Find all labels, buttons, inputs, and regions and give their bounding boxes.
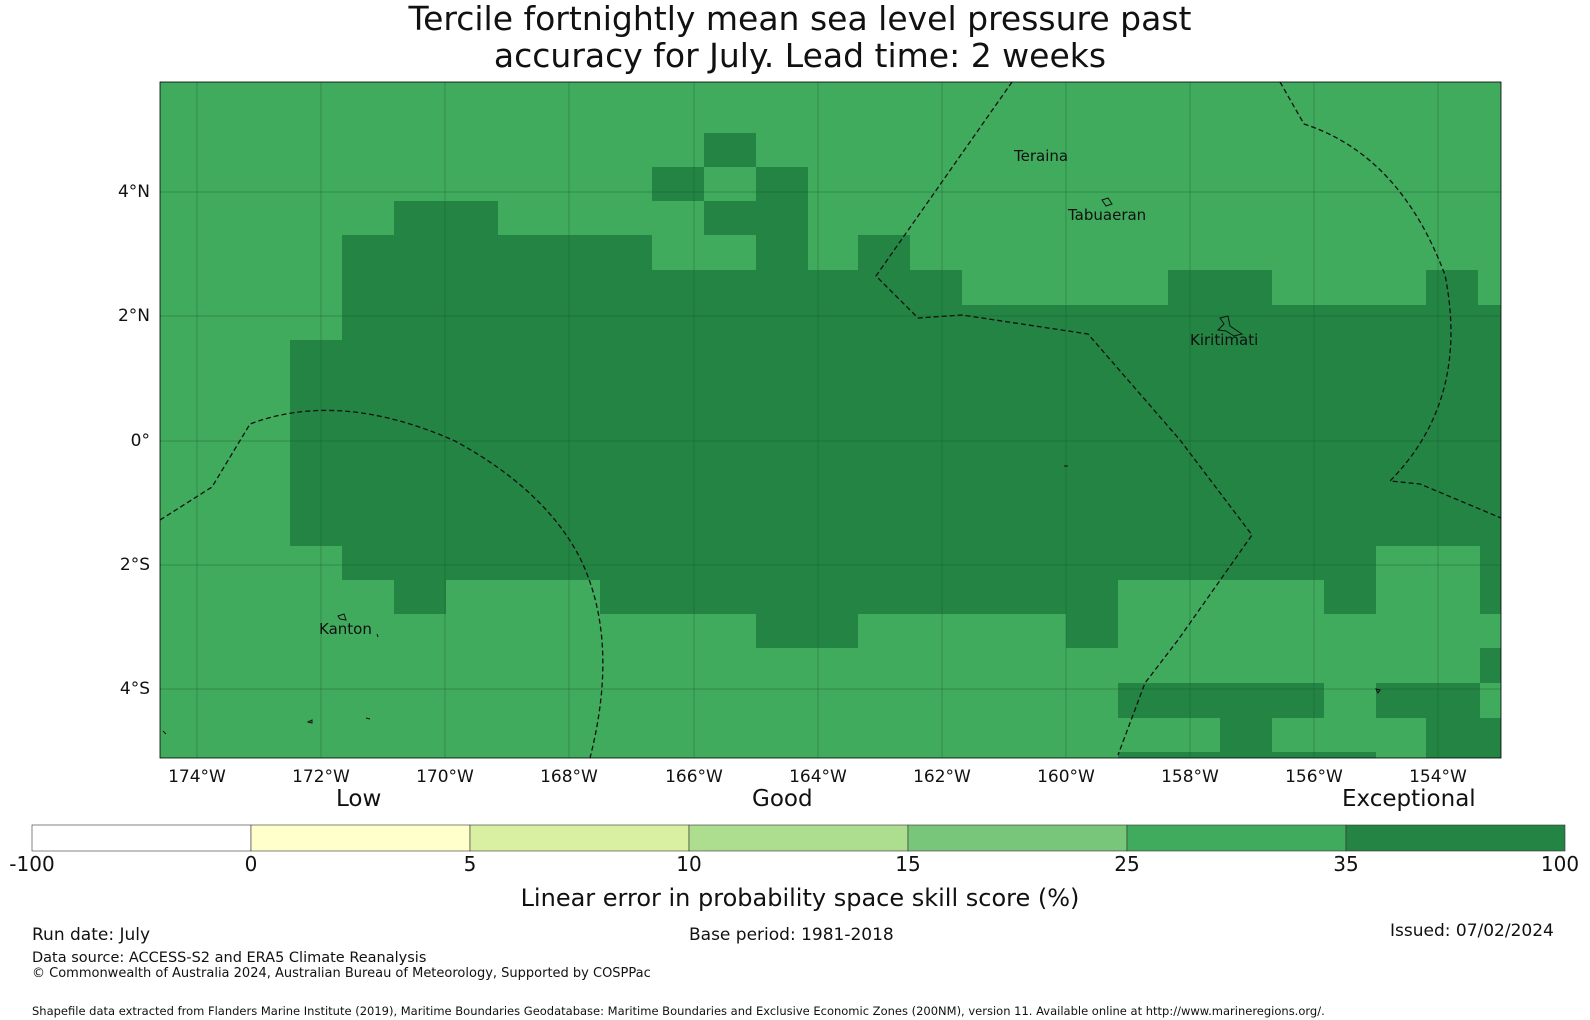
lon-tick-164w: 164°W <box>789 767 847 787</box>
colorbar-tick: 10 <box>676 852 702 876</box>
lon-tick-172w: 172°W <box>292 767 350 787</box>
exceptional-skill-cell <box>704 133 756 167</box>
shapefile-credit: Shapefile data extracted from Flanders M… <box>32 1004 1325 1018</box>
exceptional-skill-cell <box>1426 718 1501 758</box>
lat-tick-4n: 4°N <box>117 182 150 202</box>
issued-date: Issued: 07/02/2024 <box>1390 921 1554 941</box>
exceptional-skill-cell <box>1220 718 1272 758</box>
map-frame <box>159 81 1502 759</box>
lon-tick-158w: 158°W <box>1161 767 1219 787</box>
copyright: © Commonwealth of Australia 2024, Austra… <box>32 966 651 981</box>
colorbar-tick: 5 <box>463 852 477 876</box>
exceptional-skill-region <box>290 133 1501 758</box>
category-low: Low <box>336 786 382 812</box>
colorbar-segment-15-25 <box>907 824 1128 852</box>
graticule <box>160 82 1501 758</box>
exceptional-skill-cell <box>1376 683 1480 718</box>
kiritimati-island <box>1216 315 1244 337</box>
lon-tick-156w: 156°W <box>1285 767 1343 787</box>
eez-boundary-phoenix-islands <box>160 409 604 758</box>
lon-tick-154w: 154°W <box>1409 767 1467 787</box>
place-label-kanton: Kanton <box>319 620 372 638</box>
colorbar-tick: 15 <box>895 852 921 876</box>
title-line-2: accuracy for July. Lead time: 2 weeks <box>493 36 1107 75</box>
islands <box>162 197 1381 735</box>
reef-speck <box>162 730 167 735</box>
lon-tick-166w: 166°W <box>665 767 723 787</box>
reef-speck <box>306 719 313 724</box>
exceptional-skill-cell <box>1118 752 1376 758</box>
lat-tick-4s: 4°S <box>119 679 150 699</box>
reef-speck <box>365 717 371 720</box>
category-exceptional: Exceptional <box>1342 786 1476 812</box>
colorbar-tick: 25 <box>1114 852 1140 876</box>
tabuaeran-island <box>1101 197 1113 207</box>
colorbar-tick: 35 <box>1333 852 1359 876</box>
colorbar-tick: 0 <box>244 852 258 876</box>
reef-speck <box>1375 688 1381 694</box>
colorbar-title: Linear error in probability space skill … <box>520 884 1080 912</box>
exceptional-skill-cell <box>1480 648 1501 683</box>
lon-tick-170w: 170°W <box>416 767 474 787</box>
colorbar-segment-5-10 <box>469 824 690 852</box>
colorbar-segment-25-35 <box>1126 824 1347 852</box>
category-good: Good <box>752 786 813 812</box>
map-title: Tercile fortnightly mean sea level press… <box>160 0 1440 74</box>
run-date: Run date: July <box>32 925 151 945</box>
colorbar-segment-10-15 <box>688 824 909 852</box>
colorbar-segment-35-100 <box>1345 824 1566 852</box>
lat-tick-2s: 2°S <box>119 555 150 575</box>
map-area: Teraina Tabuaeran Kiritimati Kanton <box>160 82 1501 758</box>
place-label-tabuaeran: Tabuaeran <box>1067 206 1146 224</box>
colorbar-segment-neg100-0 <box>31 824 252 852</box>
reef-speck <box>376 633 379 638</box>
colorbar-segment-0-5 <box>250 824 471 852</box>
eez-boundary-kiritimati <box>1279 82 1501 519</box>
lat-tick-0: 0° <box>130 431 150 451</box>
place-label-kiritimati: Kiritimati <box>1190 331 1258 349</box>
place-labels: Teraina Tabuaeran Kiritimati Kanton <box>319 147 1258 638</box>
place-label-teraina: Teraina <box>1013 147 1068 165</box>
kanton-island <box>337 613 347 621</box>
colorbar-tick: -100 <box>9 852 55 876</box>
exceptional-skill-cell <box>1118 683 1324 718</box>
lon-tick-160w: 160°W <box>1037 767 1095 787</box>
eez-boundary-line-islands <box>875 82 1253 756</box>
eez-boundaries <box>160 82 1501 758</box>
data-source: Data source: ACCESS-S2 and ERA5 Climate … <box>32 950 427 966</box>
lat-tick-2n: 2°N <box>117 306 150 326</box>
lon-tick-168w: 168°W <box>540 767 598 787</box>
exceptional-skill-cell-block <box>290 167 1501 648</box>
lon-tick-162w: 162°W <box>913 767 971 787</box>
exceptional-skill-cell <box>652 167 704 201</box>
colorbar-tick: 100 <box>1540 852 1580 876</box>
title-line-1: Tercile fortnightly mean sea level press… <box>408 0 1192 38</box>
base-period: Base period: 1981-2018 <box>689 925 894 945</box>
lon-tick-174w: 174°W <box>168 767 226 787</box>
colorbar <box>31 824 1566 852</box>
